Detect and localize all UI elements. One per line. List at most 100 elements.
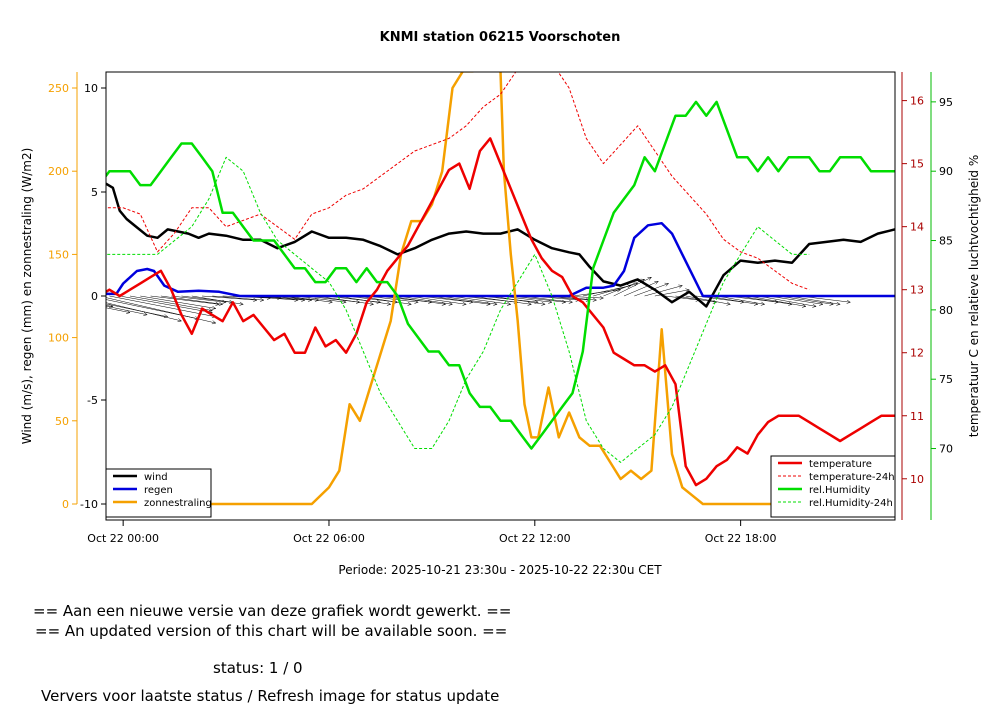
wind-arrow-shaft xyxy=(106,302,182,322)
sun-tick-label: 200 xyxy=(48,165,69,178)
wind-arrow-head xyxy=(328,299,333,304)
wind-arrow xyxy=(469,295,532,306)
sun-tick-label: 0 xyxy=(62,498,69,511)
humidity-tick-label: 95 xyxy=(939,96,953,109)
wind-arrow xyxy=(356,295,412,306)
wind-arrow-head xyxy=(163,314,169,319)
wind-arrow-head xyxy=(126,310,131,314)
wind-arrow-shaft xyxy=(106,307,131,313)
wind-arrow-shaft xyxy=(119,295,213,313)
wind-arrow-head xyxy=(462,301,467,306)
wind-arrow-head xyxy=(685,288,690,293)
wind-arrow-head xyxy=(592,297,598,302)
wind-tick-label: 0 xyxy=(91,290,98,303)
wind-tick-label: -5 xyxy=(87,394,98,407)
legend-label: rel.Humidity-24h xyxy=(809,498,893,509)
wind-arrow-shaft xyxy=(778,295,834,305)
wind-arrow-head xyxy=(647,277,652,281)
wind-arrow-shaft xyxy=(706,295,758,305)
wind-arrow-head xyxy=(846,299,851,304)
wind-arrow xyxy=(757,295,817,308)
wind-arrow-shaft xyxy=(634,283,669,297)
wind-arrow-shaft xyxy=(438,295,498,305)
wind-arrow-head xyxy=(819,301,824,306)
notice-line-en: == An updated version of this chart will… xyxy=(35,622,508,640)
notice-line-nl: == Aan een nieuwe versie van deze grafie… xyxy=(33,602,512,620)
wind-arrow-shaft xyxy=(757,295,817,307)
humidity-tick-label: 70 xyxy=(939,443,953,456)
series-regen xyxy=(106,221,895,298)
wind-arrow xyxy=(644,284,683,297)
wind-arrow-shaft xyxy=(685,295,731,305)
period-label: Periode: 2025-10-21 23:30u - 2025-10-22 … xyxy=(338,563,662,577)
wind-arrow xyxy=(449,295,512,306)
wind-arrow-shaft xyxy=(109,295,216,318)
wind-arrow-head xyxy=(654,280,659,285)
wind-arrow-shaft xyxy=(788,295,841,305)
wind-arrow-shaft xyxy=(747,295,806,307)
wind-arrow-shaft xyxy=(212,295,264,301)
wind-arrow xyxy=(106,307,131,314)
wind-arrow-head xyxy=(407,301,412,306)
wind-arrow-shaft xyxy=(449,295,511,305)
wind-arrow-head xyxy=(527,301,532,306)
wind-arrow xyxy=(490,295,546,306)
wind-arrow xyxy=(140,295,217,310)
wind-arrow-shaft xyxy=(644,285,683,297)
status-text: status: 1 / 0 xyxy=(213,659,303,677)
wind-arrow-head xyxy=(177,318,183,323)
wind-arrow-head xyxy=(664,282,670,287)
wind-arrow xyxy=(716,295,766,306)
wind-arrow-head xyxy=(788,301,793,306)
wind-arrow xyxy=(407,295,467,306)
wind-arrow-shaft xyxy=(428,295,491,305)
legend-label: zonnestraling xyxy=(144,498,212,509)
x-tick-label: Oct 22 06:00 xyxy=(293,532,365,545)
wind-arrow-shaft xyxy=(397,295,453,305)
x-tick-label: Oct 22 12:00 xyxy=(499,532,571,545)
wind-arrow-head xyxy=(493,301,498,306)
wind-arrow-head xyxy=(369,301,375,306)
wind-arrow-shaft xyxy=(356,295,412,305)
sun-tick-label: 250 xyxy=(48,82,69,95)
legend-box xyxy=(770,455,896,518)
y-axis-title-right: temperatuur C en relatieve luchtvochtigh… xyxy=(967,155,981,438)
wind-arrow xyxy=(106,302,183,323)
wind-arrow-head xyxy=(386,301,392,306)
wind-arrow xyxy=(212,295,265,302)
wind-arrow-head xyxy=(342,299,347,304)
wind-arrow-head xyxy=(836,301,841,306)
legend-label: regen xyxy=(144,485,173,496)
wind-arrow xyxy=(129,295,213,312)
wind-arrow-head xyxy=(726,301,731,306)
legend-left: wind regen zonnestraling xyxy=(105,468,212,518)
wind-arrow xyxy=(150,295,220,306)
wind-arrow-shaft xyxy=(106,297,216,324)
legend-label: wind xyxy=(144,472,168,483)
sun-tick-label: 150 xyxy=(48,248,69,261)
wind-arrow xyxy=(119,295,213,314)
wind-arrow-head xyxy=(561,299,567,304)
wind-arrow xyxy=(160,295,224,306)
series-rel-humidity-24h xyxy=(106,156,810,463)
wind-arrow-head xyxy=(812,303,817,308)
wind-arrow xyxy=(106,303,169,319)
wind-arrow-head xyxy=(253,297,258,302)
temperature-tick-label: 14 xyxy=(910,221,924,234)
wind-arrow-head xyxy=(678,284,683,289)
temperature-tick-label: 16 xyxy=(910,95,924,108)
series-rel-humidity xyxy=(106,100,895,450)
humidity-tick-label: 75 xyxy=(939,373,953,386)
legend-label: temperature-24h xyxy=(809,472,895,483)
wind-arrows xyxy=(106,277,851,325)
temperature-tick-label: 13 xyxy=(910,284,924,297)
series-temperature-24h xyxy=(106,72,810,291)
wind-arrow-head xyxy=(599,295,604,300)
wind-arrow-shaft xyxy=(613,277,652,297)
wind-arrow xyxy=(634,282,670,297)
wind-arrow-head xyxy=(222,299,227,304)
wind-arrow-shaft xyxy=(665,295,700,301)
wind-arrow-shaft xyxy=(593,283,638,297)
wind-arrow-head xyxy=(448,301,454,306)
wind-tick-label: -10 xyxy=(80,498,98,511)
